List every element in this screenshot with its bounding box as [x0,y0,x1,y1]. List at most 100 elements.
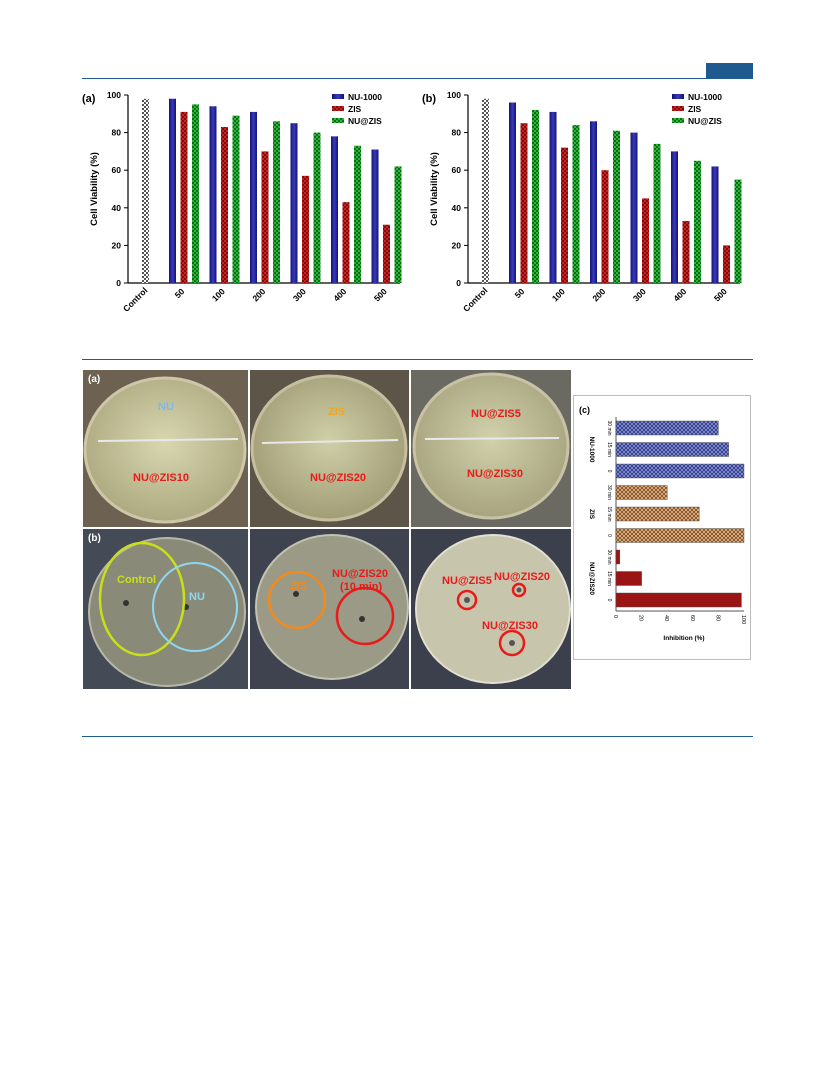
bar-zis-400 [342,202,350,283]
legend-label: NU@ZIS [688,116,722,126]
x-tick-label: 400 [331,286,348,303]
bar-zis-2 [615,528,745,543]
legend-label: NU-1000 [348,92,382,102]
y-tick-label: 20 [452,240,462,250]
plate-b2-nuzis20-label: NU@ZIS20 [332,568,388,580]
bar-zis-50 [180,111,188,283]
plate-b3-nuzis5-label: NU@ZIS5 [442,575,492,587]
x-tick-label: 200 [590,286,607,303]
header-tab [706,63,753,78]
bar-nuzis-100 [572,125,580,283]
bar-zis-100 [561,147,568,283]
plate-a3-bottom-label: NU@ZIS30 [467,468,523,480]
bar-nu1000-300 [630,132,638,283]
x-tick-label: 40 [663,615,669,621]
x-tick-label: 100 [740,615,746,624]
x-tick-label: 100 [550,286,567,303]
y-tick-label: 100 [447,90,461,100]
x-tick-label: 100 [210,286,227,303]
middle-rule [82,359,753,360]
bar-nu1000-400 [671,151,678,283]
bar-nu1000-300 [290,123,298,283]
panel-letter: (a) [82,93,96,105]
bar-zis-200 [261,151,269,283]
bar-nuzis-400 [354,145,361,283]
plate-a2-image [250,374,408,522]
y-axis-label: Cell Viability (%) [429,152,440,226]
plate-b2-image [255,534,409,680]
bar-nuzis-400 [694,160,701,283]
bar-nu1000-0 [615,420,719,436]
bar-control [142,98,149,283]
x-tick-label: 50 [173,286,187,300]
legend-swatch [332,106,344,111]
bar-nuzis-500 [734,179,742,283]
bar-nu1000-2 [615,463,745,479]
bar-zis-300 [302,175,309,283]
bar-nuzis-200 [613,130,620,283]
legend-swatch [672,118,684,123]
inhibition-chart-c: (c) 0 20 40 60 80 100 Inhibition (%) 30 min 15 mi… [579,405,746,642]
bar-nuzis-50 [192,104,199,284]
x-tick-label: 300 [291,286,308,303]
plate-b1-image [88,537,246,687]
panel-letter-c: (c) [579,405,590,415]
bar-nu1000-200 [250,111,257,283]
group-label: NU@ZIS20 [588,562,595,595]
y-tick-label: 60 [452,165,462,175]
group-label: ZIS [588,509,595,520]
plate-a1-bottom-label: NU@ZIS10 [133,472,189,484]
bar-nu1000-1 [615,442,729,457]
plate-photo-b2: ZIS NU@ZIS20 (10 min) [250,529,409,689]
plate-b1-control-label: Control [117,574,157,586]
y-tick-label: 0 [606,599,612,602]
x-tick-label: 50 [513,286,527,300]
bar-nuzis20-2 [615,592,742,608]
bar-nu1000-50 [169,98,176,283]
y-tick-label: 30 min [606,420,612,435]
plate-photo-b3: NU@ZIS5 NU@ZIS20 NU@ZIS30 [411,529,571,689]
bar-nuzis-300 [313,132,321,283]
legend-swatch [332,94,344,99]
bar-nuzis-50 [532,110,539,283]
cell-viability-chart-b: (b) 0 20 40 60 80 100 Cell Viability (%) Control… [422,90,742,314]
y-tick-label: 0 [606,534,612,537]
plate-b2-zis-label: ZIS [290,580,308,592]
y-axis-label: Cell Viability (%) [89,152,100,226]
x-tick-label: 60 [689,615,695,621]
legend-label: NU@ZIS [348,116,382,126]
plate-a1-image [83,376,247,524]
bar-zis-100 [221,126,228,284]
legend-label: ZIS [688,104,702,114]
y-tick-label: 15 min [606,442,612,457]
plate-b1-nu-label: NU [189,591,205,603]
panel-letter: (b) [422,93,436,105]
bar-nu1000-50 [509,102,516,283]
plate-a3-image [412,372,570,520]
legend-label: NU-1000 [688,92,722,102]
group-label: NU-1000 [588,436,595,462]
bar-zis-300 [642,198,649,283]
y-tick-label: 60 [112,165,122,175]
bar-nuzis-500 [394,166,402,283]
cell-viability-chart-a: (a) 0 20 40 60 80 100 Cell Viability (%) Control… [82,90,402,314]
bar-nuzis20-1 [615,571,642,586]
x-axis-label: Inhibition (%) [663,635,704,642]
y-tick-label: 20 [112,240,122,250]
y-tick-label: 30 min [606,485,612,500]
bar-nu1000-200 [590,121,597,283]
plate-b2-time-label: (10 min) [340,581,383,593]
plate-photo-a1: (a) NU NU@ZIS10 [83,370,248,527]
x-tick-label: 80 [714,615,720,621]
x-tick-label: 20 [638,615,644,621]
top-rule [82,78,753,79]
bar-zis-0 [615,485,668,500]
plate-a1-top-label: NU [158,401,174,413]
plate-a2-top-label: ZIS [328,406,346,418]
y-tick-label: 40 [112,203,122,213]
legend-swatch [332,118,344,123]
panel-letter-b: (b) [88,533,101,544]
y-tick-label: 0 [116,278,121,288]
y-tick-label: 30 min [606,549,612,564]
y-tick-label: 0 [456,278,461,288]
